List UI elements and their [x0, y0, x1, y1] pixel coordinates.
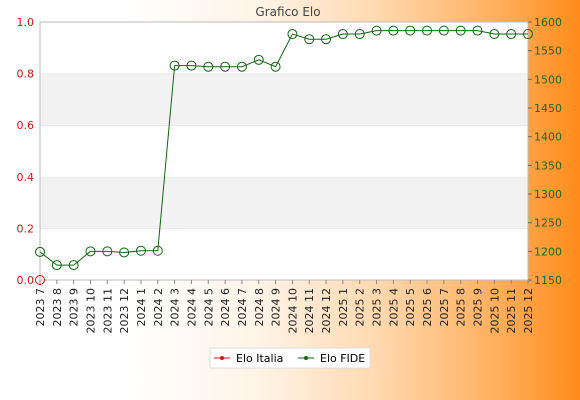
elo-fide-point	[102, 246, 113, 257]
y-right-tick-label: 1200	[534, 245, 562, 258]
legend-label-italia: Elo Italia	[236, 352, 283, 365]
elo-fide-point	[506, 29, 517, 40]
grid-band	[40, 176, 528, 229]
y-right-tick-label: 1350	[534, 159, 562, 172]
x-tick-label: 2025 12	[522, 288, 535, 334]
elo-fide-point	[371, 25, 382, 36]
grid-band	[40, 73, 528, 126]
x-tick-label: 2024 4	[185, 288, 198, 327]
grid-band	[40, 22, 528, 74]
x-tick-label: 2023 8	[51, 288, 64, 327]
elo-fide-point	[186, 60, 197, 71]
plot-frame	[39, 21, 529, 281]
y-left-tick-label: 0.2	[17, 222, 35, 235]
elo-fide-point	[523, 29, 533, 40]
grid-bands	[40, 21, 528, 280]
elo-fide-point	[337, 29, 348, 40]
x-tick-label: 2024 2	[152, 288, 165, 327]
elo-fide-point	[152, 245, 163, 256]
x-tick-label: 2025 11	[505, 288, 518, 334]
legend-marker-fide	[304, 356, 308, 360]
elo-fide-point	[220, 61, 231, 72]
x-tick-label: 2025 5	[404, 288, 417, 327]
elo-fide-point	[287, 29, 298, 40]
x-tick-label: 2024 3	[169, 288, 182, 327]
y-left-tick-label: 0.4	[17, 171, 35, 184]
x-tick-label: 2025 1	[337, 288, 350, 327]
elo-fide-point	[354, 29, 365, 40]
x-tick-label: 2024 8	[253, 288, 266, 327]
x-tick-label: 2024 9	[270, 288, 283, 327]
elo-fide-point	[304, 34, 315, 45]
legend-label-fide: Elo FIDE	[320, 352, 365, 365]
x-tick-label: 2025 2	[354, 288, 367, 327]
y-right-tick-label: 1450	[534, 102, 562, 115]
y-left-tick-label: 0.6	[17, 119, 35, 132]
x-axis: 2023 7 2023 8 2023 9 2023 10 2023 11 2023 12 2…	[34, 280, 535, 334]
legend-box	[209, 347, 371, 369]
elo-fide-point	[253, 54, 264, 65]
y-right-tick-label: 1550	[534, 45, 562, 58]
x-tick-label: 2023 12	[118, 288, 131, 334]
elo-fide-point	[51, 260, 62, 271]
elo-fide-point	[35, 246, 45, 257]
x-tick-label: 2024 1	[135, 288, 148, 327]
series-elo-italia	[35, 275, 45, 285]
left-axis: 0.0 0.2 0.4 0.6 0.8 1.0	[17, 16, 35, 287]
elo-fide-point	[68, 260, 79, 271]
x-tick-label: 2023 7	[34, 288, 47, 327]
x-tick-label: 2025 3	[371, 288, 384, 327]
x-tick-label: 2024 7	[236, 288, 249, 327]
elo-fide-point	[438, 25, 449, 36]
y-left-tick-label: 0.0	[17, 274, 35, 287]
grid-band	[40, 228, 528, 280]
x-tick-label: 2024 12	[320, 288, 333, 334]
elo-fide-point	[169, 60, 180, 71]
y-right-tick-label: 1600	[534, 16, 562, 29]
x-tick-label: 2025 10	[488, 288, 501, 334]
y-left-tick-label: 1.0	[17, 16, 35, 29]
x-tick-label: 2024 11	[303, 288, 316, 334]
y-right-tick-label: 1300	[534, 188, 562, 201]
elo-fide-line	[39, 30, 528, 266]
y-right-tick-label: 1500	[534, 73, 562, 86]
elo-fide-point	[135, 245, 146, 256]
x-tick-label: 2023 9	[68, 288, 81, 327]
elo-fide-point	[405, 25, 416, 36]
legend-marker-italia	[220, 356, 224, 360]
y-left-tick-label: 0.8	[17, 68, 35, 81]
legend: Elo Italia Elo FIDE	[209, 347, 371, 369]
elo-fide-point	[270, 61, 281, 72]
y-right-tick-label: 1250	[534, 217, 562, 230]
x-tick-label: 2024 6	[219, 288, 232, 327]
y-right-tick-label: 1150	[534, 274, 562, 287]
x-tick-label: 2025 4	[387, 288, 400, 327]
x-tick-label: 2023 11	[101, 288, 114, 334]
x-tick-label: 2025 9	[472, 288, 485, 327]
elo-fide-point	[321, 34, 332, 45]
x-tick-label: 2025 6	[421, 288, 434, 327]
x-tick-label: 2024 10	[286, 288, 299, 334]
grid-band	[40, 125, 528, 177]
x-tick-label: 2025 7	[438, 288, 451, 327]
x-tick-label: 2023 10	[84, 288, 97, 334]
x-tick-label: 2024 5	[202, 288, 215, 327]
x-tick-label: 2025 8	[455, 288, 468, 327]
elo-fide-point	[422, 25, 433, 36]
elo-fide-point	[455, 25, 466, 36]
elo-fide-point	[203, 61, 214, 72]
elo-italia-point	[35, 275, 45, 285]
elo-fide-point	[119, 247, 130, 258]
elo-fide-point	[85, 246, 96, 257]
right-axis: 1150 1200 1250 1300 1350 1400 1450 1500 1550 1600	[528, 16, 562, 287]
elo-fide-point	[388, 25, 399, 36]
elo-fide-point	[236, 61, 247, 72]
series-elo-fide	[35, 25, 533, 271]
elo-fide-point	[489, 29, 500, 40]
elo-fide-point	[472, 25, 483, 36]
y-right-tick-label: 1400	[534, 131, 562, 144]
chart-title: Grafico Elo	[255, 5, 320, 19]
